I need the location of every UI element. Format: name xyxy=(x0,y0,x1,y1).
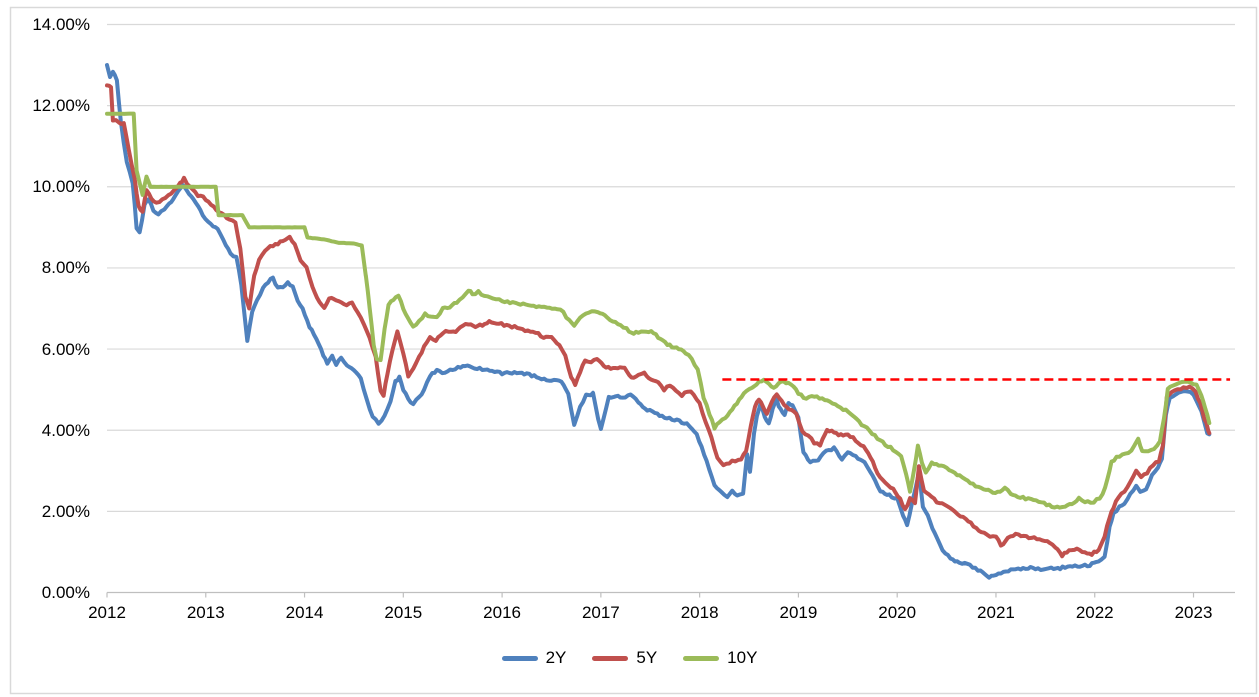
y-axis-tick-label: 10.00% xyxy=(32,177,90,197)
legend-swatch-2y-icon xyxy=(501,655,538,661)
legend: 2Y 5Y 10Y xyxy=(0,648,1259,668)
y-axis-tick-label: 8.00% xyxy=(41,258,90,278)
legend-label: 5Y xyxy=(636,648,658,667)
x-axis-tick-label: 2016 xyxy=(483,603,521,622)
y-axis-tick-label: 12.00% xyxy=(32,96,90,116)
x-axis-tick-label: 2021 xyxy=(977,603,1015,622)
legend-swatch-10y-icon xyxy=(683,655,720,661)
series-line-5y xyxy=(105,83,1212,559)
x-axis-tick-label: 2014 xyxy=(285,603,324,622)
legend-item-10y: 10Y xyxy=(683,648,757,668)
y-axis-tick-label: 14.00% xyxy=(32,15,90,34)
x-axis-tick-label: 2019 xyxy=(779,603,818,622)
x-axis-tick-label: 2017 xyxy=(581,603,620,622)
y-axis-tick-label: 6.00% xyxy=(41,339,90,359)
y-axis-tick-label: 4.00% xyxy=(41,420,90,440)
x-axis-tick-label: 2012 xyxy=(88,603,126,622)
legend-label: 2Y xyxy=(545,648,567,667)
x-axis-tick-label: 2022 xyxy=(1075,603,1114,622)
legend-item-2y: 2Y xyxy=(501,648,567,668)
chart-frame xyxy=(9,6,1258,695)
series-line-2y xyxy=(105,63,1212,580)
x-axis-tick-label: 2018 xyxy=(680,603,719,622)
legend-item-5y: 5Y xyxy=(592,648,657,668)
x-axis-tick-label: 2023 xyxy=(1174,603,1213,622)
y-axis-tick-label: 2.00% xyxy=(41,501,90,521)
x-axis-tick-label: 2020 xyxy=(878,603,917,622)
x-axis-tick-label: 2015 xyxy=(384,603,423,622)
y-axis-tick-label: 0.00% xyxy=(41,583,90,602)
series-line-10y xyxy=(105,111,1212,510)
legend-label: 10Y xyxy=(727,648,758,667)
legend-swatch-5y-icon xyxy=(592,655,629,661)
x-axis-tick-label: 2013 xyxy=(186,603,225,622)
